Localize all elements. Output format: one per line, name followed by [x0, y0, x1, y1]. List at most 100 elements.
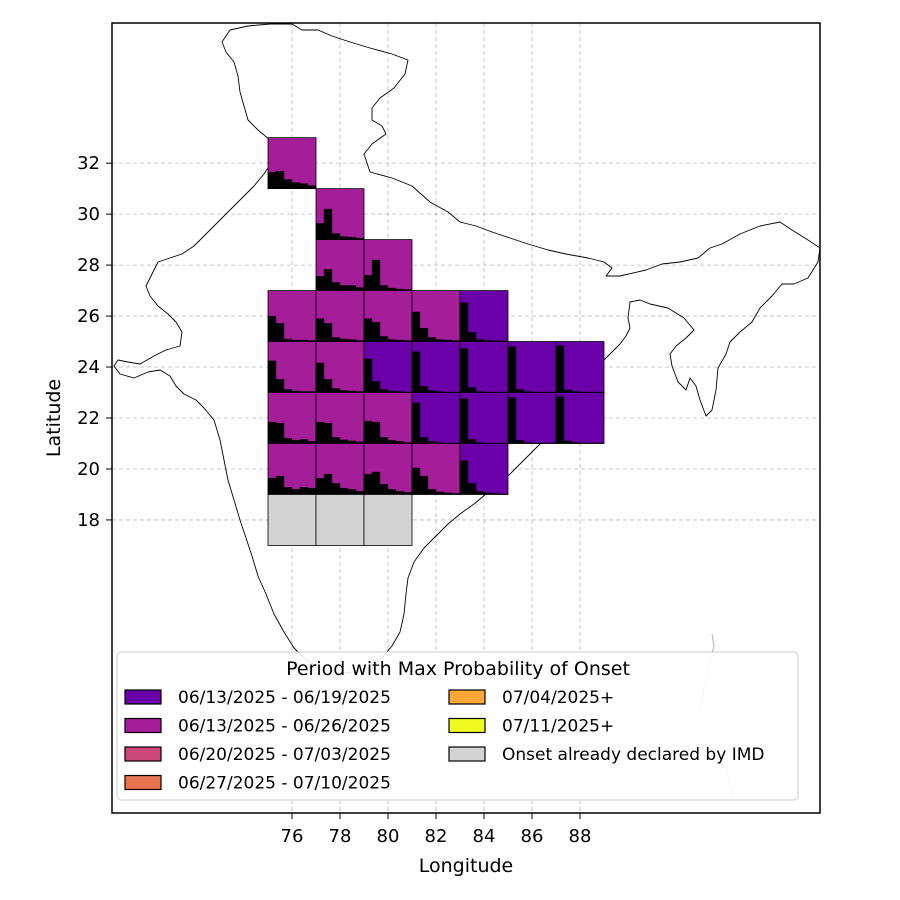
- probability-bar: [427, 337, 437, 342]
- probability-bar: [515, 389, 525, 393]
- probability-bar: [379, 437, 389, 444]
- probability-bar: [411, 467, 421, 495]
- forecast-cell: [267, 494, 317, 546]
- forecast-cell: [315, 290, 365, 342]
- probability-bar: [283, 179, 293, 189]
- probability-bar: [331, 282, 341, 291]
- probability-bar: [275, 379, 285, 393]
- y-tick-label: 30: [77, 204, 100, 225]
- probability-bar: [299, 439, 309, 444]
- x-tick-label: 88: [569, 826, 592, 847]
- legend-swatch: [448, 746, 486, 762]
- forecast-cell: [507, 392, 557, 444]
- probability-bar: [411, 311, 421, 342]
- forecast-cell: [363, 392, 413, 444]
- probability-bar: [283, 389, 293, 393]
- probability-bar: [379, 484, 389, 495]
- forecast-cell: [411, 341, 461, 393]
- probability-bar: [379, 336, 389, 342]
- probability-bar: [515, 440, 525, 444]
- probability-bar: [555, 396, 565, 444]
- legend-label: 06/13/2025 - 06/26/2025: [178, 717, 391, 737]
- probability-bar: [371, 322, 381, 342]
- probability-bar: [459, 460, 469, 495]
- forecast-cell: [555, 392, 605, 444]
- legend-swatch: [448, 717, 486, 734]
- y-tick-label: 28: [77, 255, 100, 276]
- probability-bar: [275, 323, 285, 342]
- probability-bar: [299, 487, 309, 495]
- forecast-cell: [315, 443, 365, 495]
- probability-bar: [307, 185, 317, 189]
- probability-bar: [443, 492, 453, 495]
- probability-bar: [339, 236, 349, 240]
- forecast-cell: [507, 341, 557, 393]
- probability-bar: [459, 348, 469, 393]
- probability-bar: [347, 489, 357, 495]
- probability-bar: [363, 275, 373, 291]
- legend-entry: 06/13/2025 - 06/26/2025: [124, 717, 391, 737]
- y-tick-label: 24: [77, 357, 100, 378]
- probability-bar: [363, 358, 373, 393]
- probability-bar: [467, 387, 477, 393]
- probability-bar: [427, 489, 437, 495]
- probability-bar: [275, 475, 285, 495]
- x-axis-label: Longitude: [419, 855, 514, 877]
- probability-bar: [339, 488, 349, 495]
- y-tick-label: 32: [77, 153, 100, 174]
- probability-bar: [315, 477, 325, 495]
- probability-bar: [363, 420, 373, 444]
- forecast-cell: [267, 137, 317, 190]
- probability-bar: [387, 489, 397, 495]
- forecast-cell: [459, 443, 509, 495]
- probability-bar: [283, 487, 293, 495]
- probability-bar: [371, 381, 381, 393]
- legend-label: Onset already declared by IMD: [502, 745, 764, 765]
- probability-bar: [315, 318, 325, 342]
- legend-items: 06/13/2025 - 06/19/2025 06/13/2025 - 06/2…: [124, 688, 764, 794]
- legend-entry: 06/13/2025 - 06/19/2025: [124, 688, 391, 708]
- probability-bar: [323, 208, 333, 240]
- forecast-cells: [267, 137, 605, 546]
- probability-bar: [467, 439, 477, 444]
- legend-swatch: [124, 746, 162, 762]
- probability-bar: [379, 285, 389, 291]
- probability-bar: [323, 422, 333, 444]
- forecast-cell: [459, 341, 509, 393]
- probability-bar: [331, 388, 341, 393]
- probability-bar: [555, 345, 565, 393]
- probability-bar: [275, 171, 285, 189]
- forecast-cell: [459, 392, 509, 444]
- forecast-cell: [363, 239, 413, 291]
- legend-entry: 06/27/2025 - 07/10/2025: [124, 774, 391, 794]
- cell-fill: [363, 494, 413, 546]
- y-tick-label: 18: [77, 510, 100, 531]
- probability-bar: [363, 473, 373, 495]
- x-axis-ticks: 76 78 80 82 84 86 88: [281, 813, 592, 847]
- probability-bar: [507, 397, 517, 444]
- forecast-cell: [315, 392, 365, 444]
- probability-bar: [451, 493, 461, 495]
- probability-bar: [307, 488, 317, 495]
- legend-swatch: [124, 774, 162, 791]
- probability-bar: [315, 421, 325, 444]
- probability-bar: [323, 323, 333, 342]
- probability-bar: [291, 440, 301, 444]
- forecast-cell: [363, 494, 413, 546]
- probability-bar: [371, 259, 381, 291]
- probability-bar: [331, 437, 341, 444]
- legend-label: 06/27/2025 - 07/10/2025: [178, 774, 391, 794]
- x-tick-label: 84: [473, 826, 496, 847]
- y-tick-label: 26: [77, 306, 100, 327]
- probability-bar: [291, 182, 301, 189]
- probability-bar: [395, 491, 405, 495]
- probability-bar: [459, 302, 469, 342]
- probability-bar: [267, 421, 277, 444]
- probability-bar: [331, 483, 341, 495]
- probability-bar: [563, 440, 573, 444]
- probability-bar: [267, 477, 277, 495]
- probability-bar: [315, 223, 325, 240]
- forecast-cell: [363, 443, 413, 495]
- forecast-cell: [555, 341, 605, 393]
